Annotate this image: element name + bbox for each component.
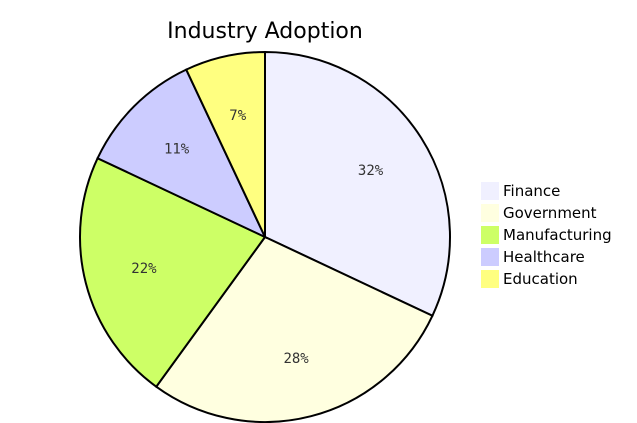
pie-slice-healthcare [96,68,268,240]
pie-slices [79,50,451,423]
legend-swatch-government [481,204,499,222]
slice-label-healthcare: 11% [164,142,190,158]
pie-slice-government [154,235,434,423]
legend-label-government: Government [503,204,597,222]
legend-swatch-finance [481,182,499,200]
slice-label-government: 28% [283,351,309,367]
chart-title: Industry Adoption [167,19,363,44]
slice-label-education: 7% [229,108,246,124]
legend-swatch-education [481,270,499,288]
legend-swatch-manufacturing [481,226,499,244]
pie-labels: 32% 28% 22% 11% 7% [131,108,383,367]
pie-slice-finance [264,50,451,318]
legend-label-finance: Finance [503,182,560,200]
legend-label-education: Education [503,270,578,288]
legend-label-manufacturing: Manufacturing [503,226,612,244]
pie-slice-education [184,50,266,238]
legend-label-healthcare: Healthcare [503,248,585,266]
slice-label-manufacturing: 22% [131,261,157,277]
legend: Finance Government Manufacturing Healthcare… [481,182,612,288]
slice-label-finance: 32% [358,163,384,179]
legend-swatch-healthcare [481,248,499,266]
